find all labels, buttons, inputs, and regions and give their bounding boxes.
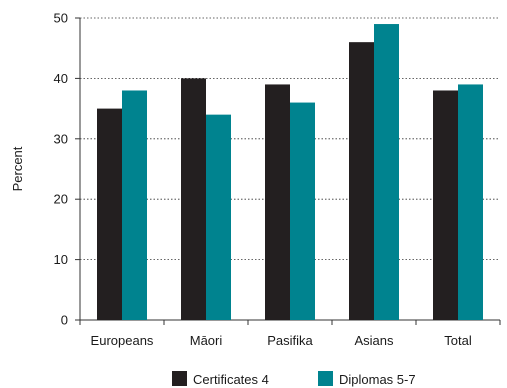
bar-diplomas-5-7-1 (206, 114, 231, 320)
bar-certificates-4-1 (181, 78, 206, 321)
x-tick-label: Asians (354, 333, 394, 348)
bar-diplomas-5-7-2 (290, 102, 315, 320)
bar-diplomas-5-7-3 (374, 24, 399, 320)
x-tick-labels: Europeans Māori Pasifika Asians Total (91, 333, 472, 348)
x-tick-label: Māori (190, 333, 223, 348)
x-tick-label: Pasifika (267, 333, 313, 348)
y-axis-title: Percent (10, 146, 25, 191)
y-tick-labels: 0 10 20 30 40 50 (54, 11, 68, 328)
bar-certificates-4-2 (265, 84, 290, 320)
y-tick-label: 10 (54, 252, 68, 267)
bar-diplomas-5-7-0 (122, 90, 147, 320)
bar-certificates-4-4 (433, 90, 458, 320)
y-tick-label: 30 (54, 131, 68, 146)
y-tick-label: 20 (54, 192, 68, 207)
bar-diplomas-5-7-4 (458, 84, 483, 320)
legend-swatch (318, 371, 333, 386)
x-tick-label: Europeans (91, 333, 154, 348)
legend-label: Diplomas 5-7 (339, 372, 416, 387)
legend-swatch (172, 371, 187, 386)
x-tick-label: Total (444, 333, 472, 348)
y-tick-label: 50 (54, 11, 68, 26)
y-tick-label: 0 (61, 313, 68, 328)
bars (97, 24, 483, 321)
y-tick-label: 40 (54, 71, 68, 86)
bar-certificates-4-0 (97, 108, 122, 320)
legend-label: Certificates 4 (193, 372, 269, 387)
bar-certificates-4-3 (349, 42, 374, 320)
legend: Certificates 4 Diplomas 5-7 (172, 371, 416, 387)
